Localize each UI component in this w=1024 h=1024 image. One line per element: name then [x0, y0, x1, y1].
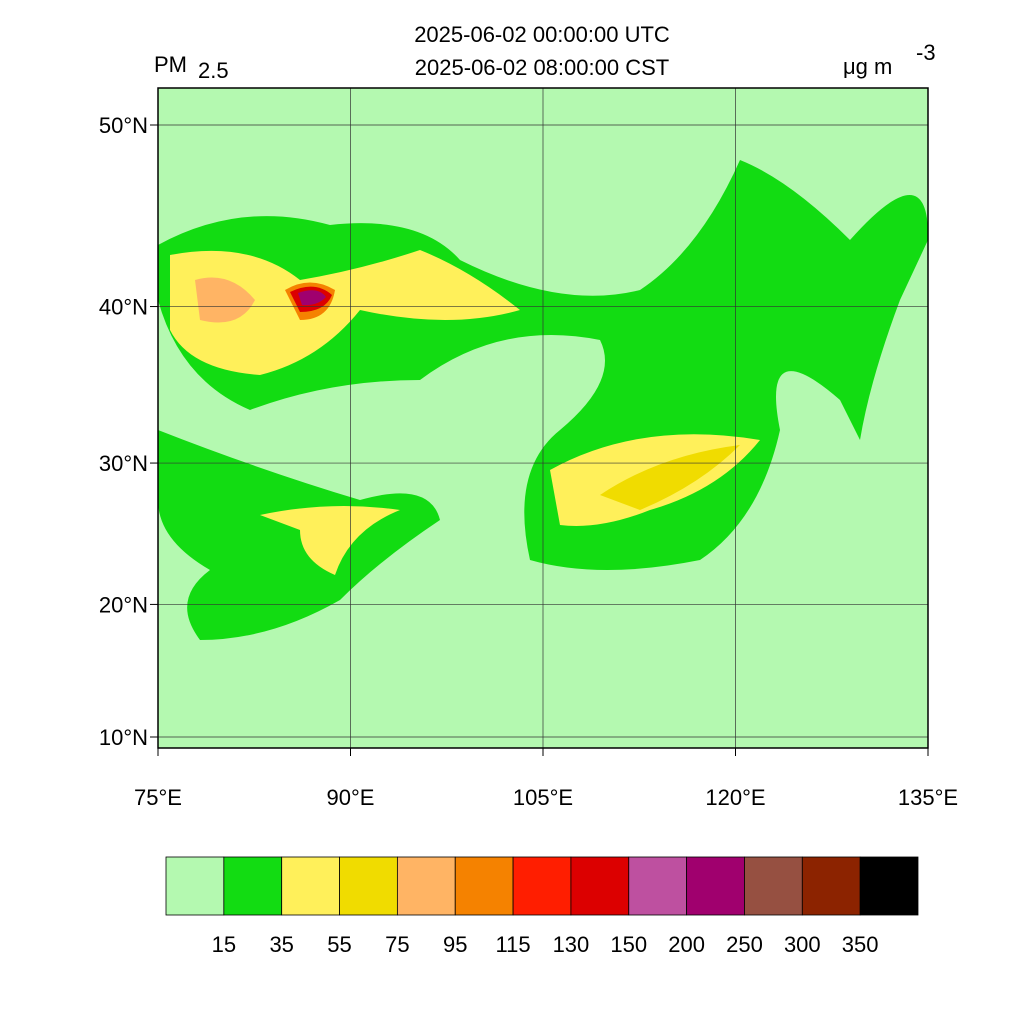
- variable-subscript: 2.5: [198, 58, 229, 83]
- colorbar-swatch: [570, 856, 630, 916]
- map: [157, 87, 929, 749]
- pollution-area: [260, 506, 400, 575]
- colorbar-swatch: [396, 856, 456, 916]
- colorbar-swatch: [512, 856, 572, 916]
- pollution-area: [195, 277, 255, 323]
- colorbar-swatch: [281, 856, 340, 916]
- colorbar-swatch: [223, 856, 283, 916]
- colorbar-swatch: [686, 856, 745, 916]
- colorbar-label: 200: [668, 932, 705, 957]
- colorbar-label: 130: [553, 932, 590, 957]
- lat-label: 20°N: [99, 592, 148, 617]
- colorbar-label: 75: [385, 932, 409, 957]
- title-line: 2025-06-02 08:00:00 CST: [415, 55, 669, 80]
- lat-label: 50°N: [99, 113, 148, 138]
- lat-label: 40°N: [99, 295, 148, 320]
- colorbar: 15 35 55 75 95 115 130 150 200 250 300 350: [165, 856, 919, 957]
- lon-label: 135°E: [898, 785, 958, 810]
- lat-label: 10°N: [99, 725, 148, 750]
- colorbar-label: 150: [610, 932, 647, 957]
- pollution-area: [158, 430, 440, 640]
- pollution-area: [170, 250, 520, 375]
- colorbar-swatch: [165, 856, 225, 916]
- title-line: 2025-06-02 00:00:00 UTC: [414, 22, 670, 47]
- colorbar-swatch: [628, 856, 688, 916]
- lat-label: 30°N: [99, 451, 148, 476]
- lon-label: 105°E: [513, 785, 573, 810]
- lon-label: 75°E: [134, 785, 182, 810]
- colorbar-label: 250: [726, 932, 763, 957]
- colorbar-label: 115: [496, 932, 531, 957]
- unit-superscript: -3: [916, 40, 936, 65]
- colorbar-swatch: [801, 856, 861, 916]
- colorbar-label: 300: [784, 932, 821, 957]
- colorbar-swatch: [339, 856, 398, 916]
- pollution-area: [600, 445, 740, 510]
- variable-name: PM: [154, 52, 187, 77]
- colorbar-swatch: [859, 856, 919, 916]
- colorbar-label: 350: [842, 932, 879, 957]
- lon-label: 120°E: [705, 785, 765, 810]
- colorbar-label: 55: [327, 932, 351, 957]
- colorbar-label: 15: [212, 932, 236, 957]
- lon-label: 90°E: [327, 785, 375, 810]
- colorbar-label: 95: [443, 932, 467, 957]
- colorbar-swatch: [454, 856, 514, 916]
- pollution-area: [298, 290, 326, 306]
- unit: μg m: [843, 54, 892, 79]
- colorbar-swatch: [744, 856, 803, 916]
- colorbar-label: 35: [269, 932, 293, 957]
